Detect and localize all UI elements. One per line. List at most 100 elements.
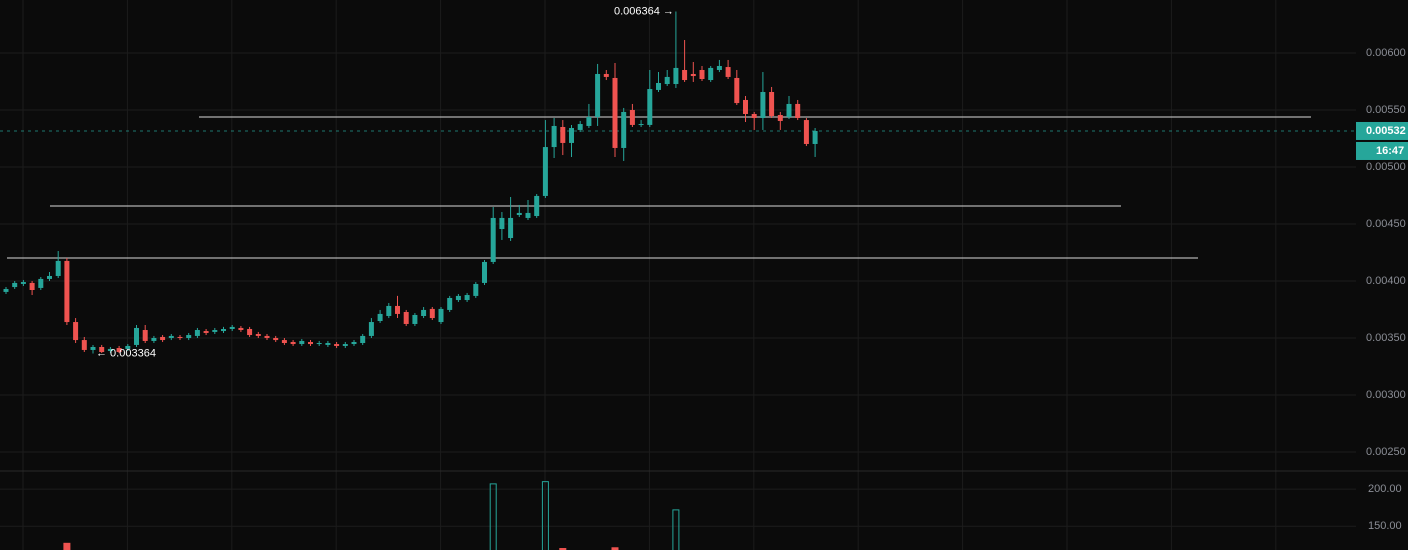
candle-body [612,77,618,148]
candle-body [751,113,757,118]
candle-body [81,340,87,350]
candle-body [64,260,70,323]
candle-body [412,314,418,324]
candle-body [542,147,548,196]
candle-body [125,345,131,349]
candle-body [395,305,400,314]
candle-body [360,335,366,344]
candle-body [229,326,235,329]
y-tick-label: 0.00350 [1366,332,1406,344]
candle-body [586,116,592,126]
candle-body [238,327,244,331]
candle-body [760,91,766,118]
candle-body [29,282,35,291]
candle-body [516,212,522,215]
candle-body [351,341,357,345]
candle-body [577,124,583,130]
candle-body [255,334,261,336]
candle-body [160,336,166,341]
candle-body [473,283,479,296]
candle-body [795,103,801,118]
countdown-tag [1356,141,1408,160]
y-tick-label: 0.00550 [1366,104,1406,116]
candle-body [203,331,209,333]
candle-body [308,341,313,345]
candle-body [656,82,661,90]
candle-body [455,295,461,301]
candle-body [708,67,714,81]
volume-tick-label: 200.00 [1368,483,1402,495]
volume-bar [672,509,680,550]
y-tick-label: 0.00500 [1366,161,1406,173]
candle-body [151,337,157,341]
volume-bar [63,542,71,550]
candle-body [186,335,192,338]
candle-body [38,278,44,288]
candle-body [403,312,409,324]
candle-body [429,308,435,319]
candle-body [803,120,809,144]
candle-body [769,91,775,117]
candle-body [264,335,270,338]
candle-body [673,67,679,85]
candle-body [342,344,348,346]
candle-body [12,282,18,288]
candle-body [290,341,296,345]
candle-body [325,343,331,345]
candle-body [490,217,496,262]
candle-body [682,69,688,81]
candle-body [142,330,148,341]
y-tick-label: 0.00300 [1366,389,1406,401]
candle-body [73,322,79,341]
candle-body [438,308,444,323]
candle-body [699,69,705,79]
candle-body [482,261,487,283]
low-annotation: ← 0.003364 [96,347,156,359]
volume-bar [559,548,567,550]
candle-body [107,348,113,351]
candle-body [629,110,635,125]
candle-body [725,67,731,77]
candle-body [786,103,792,117]
y-tick-label: 0.00650 [1366,0,1406,2]
volume-pane [63,481,680,550]
volume-bar [489,483,497,550]
candle-body [690,73,696,77]
y-tick-label: 0.00600 [1366,47,1406,59]
candle-body [334,344,340,346]
candle-body [569,128,574,143]
candle-body [464,295,470,301]
candle-body [377,313,383,322]
candle-body [421,309,427,316]
candle-body [134,327,139,345]
candle-body [99,346,105,353]
high-annotation: 0.006364 → [614,5,674,17]
candle-body [603,73,609,77]
candle-body [508,217,514,239]
y-tick-label: 0.00450 [1366,218,1406,230]
candle-body [47,275,52,279]
candle-body [212,330,218,332]
candle-body [3,288,9,292]
last-price-tag [1356,121,1408,140]
volume-bar [611,547,619,550]
last-price-label: 0.00532 [1366,125,1406,137]
y-tick-label: 0.00250 [1366,446,1406,458]
volume-tick-label: 150.00 [1368,520,1402,532]
candle-body [647,89,653,125]
candle-body [281,340,287,344]
candle-body [168,335,174,338]
candle-body [247,328,253,336]
candle-body [273,337,279,341]
candle-body [221,328,226,332]
candle-body [638,124,644,126]
candle-body [20,282,26,284]
candle-body [316,343,322,345]
candle-body [777,115,783,121]
candle-body [595,73,601,117]
candle-body [551,125,557,148]
candle-body [560,126,566,143]
